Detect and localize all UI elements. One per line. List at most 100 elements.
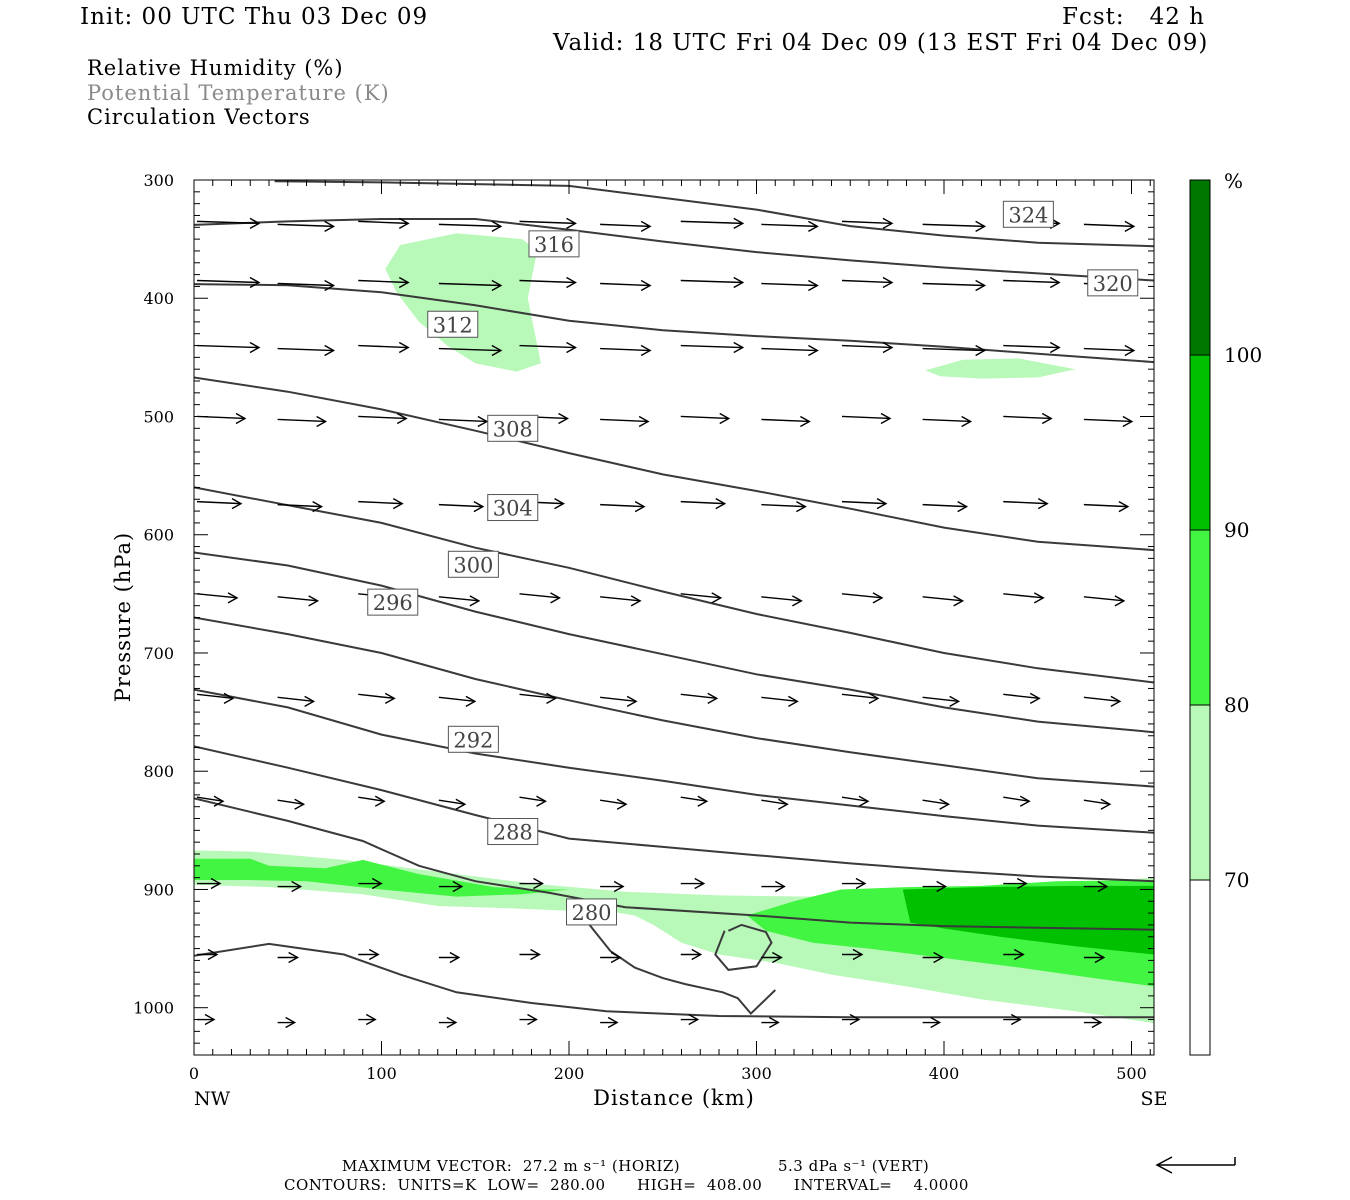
vector-arrow — [519, 877, 544, 890]
colorbar-segment — [1189, 354, 1211, 531]
svg-text:312: 312 — [433, 313, 473, 337]
y-tick-label: 400 — [143, 289, 174, 308]
vector-arrow — [438, 344, 503, 357]
vector-arrow — [438, 951, 461, 964]
contour-label-312: 312 — [427, 310, 479, 338]
vector-arrow — [841, 341, 894, 354]
vector-arrow — [1003, 877, 1028, 890]
vector-arrow — [358, 795, 386, 807]
x-end-label-right: SE — [1141, 1088, 1168, 1110]
vector-arrow — [922, 220, 987, 232]
theta-contours — [194, 180, 1154, 1019]
vector-arrow — [600, 880, 625, 893]
vector-arrow — [600, 344, 652, 357]
vector-arrow — [277, 1016, 297, 1029]
vector-arrow — [761, 798, 789, 810]
vector-arrow — [841, 498, 888, 510]
svg-text:308: 308 — [493, 417, 533, 441]
vector-arrow — [1083, 220, 1136, 232]
theta-contour-280-loop — [714, 923, 773, 971]
svg-text:304: 304 — [493, 497, 533, 521]
vector-arrow — [1083, 344, 1136, 357]
axes: 300 400 500 600 700 800 900 1000 0 100 200 300 400 50… — [133, 171, 1154, 1083]
vector-arrow — [519, 1013, 538, 1026]
vector-arrow — [196, 412, 247, 425]
y-tick-label: 700 — [143, 644, 174, 663]
rh-shading — [194, 233, 1154, 1024]
vector-arrow — [1083, 880, 1109, 893]
vector-arrow — [196, 795, 225, 807]
max-vector-text: MAXIMUM VECTOR: 27.2 m s⁻¹ (HORIZ) — [342, 1157, 681, 1175]
vector-arrow — [680, 498, 727, 510]
vector-arrow — [519, 948, 541, 961]
vector-arrow — [680, 877, 706, 890]
vector-arrow — [841, 412, 892, 425]
contour-label-292: 292 — [447, 725, 499, 753]
vector-arrow — [196, 276, 261, 289]
theta-contour-280-loop — [577, 910, 776, 1016]
vector-arrow — [519, 341, 577, 354]
vector-arrow — [438, 798, 467, 810]
theta-contour-320 — [194, 283, 1154, 364]
vector-arrow — [761, 501, 807, 513]
vector-arrow — [358, 217, 410, 229]
vector-arrow — [358, 692, 396, 704]
vector-arrow — [600, 595, 642, 607]
circulation-vectors — [196, 217, 1136, 1029]
vector-arrow — [841, 592, 884, 604]
vector-arrow — [277, 951, 300, 964]
vector-arrow — [680, 276, 745, 289]
vector-arrow — [761, 344, 819, 357]
svg-text:280: 280 — [571, 901, 611, 925]
vector-arrow — [680, 692, 719, 704]
vector-arrow — [277, 501, 324, 513]
vector-arrow — [196, 592, 239, 604]
vector-arrow — [761, 695, 799, 707]
contour-label-308: 308 — [487, 414, 539, 442]
vector-arrow — [1083, 695, 1122, 707]
theta-contour-288 — [194, 797, 1154, 931]
x-axis-label: Distance (km) — [593, 1086, 755, 1110]
vector-arrow — [197, 877, 222, 890]
vector-arrow — [922, 501, 969, 513]
vector-arrow — [438, 880, 464, 893]
rh-region-90 — [902, 885, 1154, 955]
svg-text:300: 300 — [453, 553, 493, 577]
vector-arrow — [438, 415, 489, 428]
y-axis-label: Pressure (hPa) — [111, 532, 135, 702]
vector-arrow — [680, 592, 723, 604]
y-tick-label: 1000 — [133, 999, 174, 1018]
y-tick-label: 300 — [143, 171, 174, 190]
max-vertical-text: 5.3 dPa s⁻¹ (VERT) — [778, 1157, 930, 1175]
colorbar-segment — [1189, 704, 1211, 881]
vector-arrow — [761, 279, 819, 292]
contour-label-300: 300 — [447, 550, 499, 578]
vector-arrow — [922, 798, 951, 810]
vector-arrow — [277, 798, 306, 810]
x-tick-label: 300 — [741, 1064, 772, 1083]
vector-arrow — [519, 692, 557, 704]
x-tick-label: 500 — [1116, 1064, 1147, 1083]
theta-contour-324 — [194, 218, 1154, 282]
vector-arrow — [922, 415, 973, 428]
theta-contour-280 — [194, 942, 1154, 1019]
vector-arrow — [842, 948, 864, 961]
vector-arrow — [358, 341, 410, 354]
contour-labels: 324 320 316 312 308 304 300 296 292 288 280 — [367, 200, 1139, 926]
vector-arrow — [600, 501, 646, 513]
contour-label-320: 320 — [1087, 269, 1139, 297]
vector-arrow — [600, 220, 652, 232]
svg-text:320: 320 — [1093, 272, 1133, 296]
vector-arrow — [841, 217, 894, 229]
vector-arrow — [841, 795, 870, 807]
contour-label-288: 288 — [487, 818, 539, 846]
vector-arrow — [277, 415, 328, 428]
vector-arrow — [277, 344, 336, 357]
contour-label-280: 280 — [566, 898, 617, 926]
vector-arrow — [1083, 1016, 1103, 1029]
rh-region-70 — [385, 233, 541, 372]
vector-arrow — [197, 948, 219, 961]
valid-time: Valid: 18 UTC Fri 04 Dec 09 (13 EST Fri … — [553, 30, 1209, 56]
vector-arrow — [1003, 412, 1053, 425]
vector-arrow — [277, 880, 303, 893]
